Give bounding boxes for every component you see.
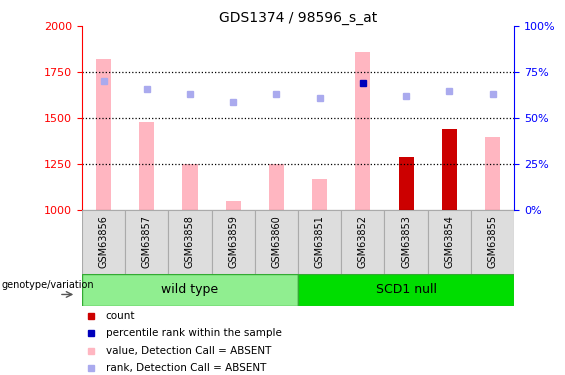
Title: GDS1374 / 98596_s_at: GDS1374 / 98596_s_at bbox=[219, 11, 377, 25]
Bar bbox=[428, 210, 471, 274]
Bar bbox=[471, 210, 514, 274]
Bar bbox=[211, 210, 255, 274]
Text: GSM63854: GSM63854 bbox=[444, 215, 454, 268]
Bar bbox=[298, 210, 341, 274]
Text: GSM63859: GSM63859 bbox=[228, 215, 238, 268]
Text: value, Detection Call = ABSENT: value, Detection Call = ABSENT bbox=[106, 346, 271, 356]
Bar bbox=[96, 59, 111, 210]
Text: GSM63860: GSM63860 bbox=[271, 215, 281, 268]
Text: GSM63858: GSM63858 bbox=[185, 215, 195, 268]
Text: wild type: wild type bbox=[162, 283, 219, 296]
Bar bbox=[182, 164, 198, 210]
Bar bbox=[125, 210, 168, 274]
Text: rank, Detection Call = ABSENT: rank, Detection Call = ABSENT bbox=[106, 363, 266, 373]
Text: GSM63856: GSM63856 bbox=[98, 215, 108, 268]
Text: GSM63857: GSM63857 bbox=[142, 215, 152, 268]
Text: genotype/variation: genotype/variation bbox=[2, 280, 94, 290]
Bar bbox=[312, 179, 327, 210]
Bar bbox=[255, 210, 298, 274]
Bar bbox=[139, 122, 154, 210]
Text: GSM63852: GSM63852 bbox=[358, 215, 368, 268]
Text: GSM63851: GSM63851 bbox=[315, 215, 325, 268]
Text: GSM63855: GSM63855 bbox=[488, 215, 498, 268]
Bar bbox=[485, 136, 500, 210]
Bar bbox=[398, 157, 414, 210]
Bar bbox=[442, 129, 457, 210]
Bar bbox=[168, 210, 211, 274]
Bar bbox=[355, 52, 371, 210]
Bar bbox=[225, 201, 241, 210]
Bar bbox=[298, 274, 514, 306]
Text: count: count bbox=[106, 311, 135, 321]
Text: percentile rank within the sample: percentile rank within the sample bbox=[106, 328, 281, 338]
Bar bbox=[341, 210, 384, 274]
Bar bbox=[269, 164, 284, 210]
Text: GSM63853: GSM63853 bbox=[401, 215, 411, 268]
Bar bbox=[384, 210, 428, 274]
Bar bbox=[82, 210, 125, 274]
Text: SCD1 null: SCD1 null bbox=[376, 283, 437, 296]
Bar bbox=[82, 274, 298, 306]
